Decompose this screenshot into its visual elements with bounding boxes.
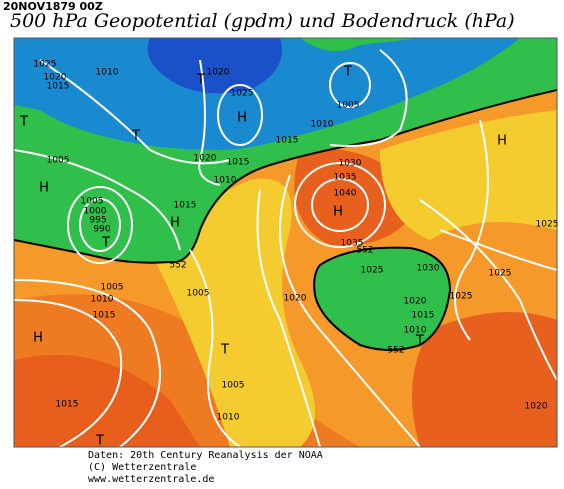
isobar-label: 1020 — [284, 294, 307, 304]
isobar-label: 1010 — [214, 176, 237, 186]
isobar-label: 552 — [387, 346, 404, 356]
isobar-label: 1010 — [311, 120, 334, 130]
isobar-label: 1015 — [56, 400, 79, 410]
pressure-center: T — [131, 129, 140, 144]
pressure-center: H — [333, 205, 343, 220]
isobar-label: 1015 — [276, 136, 299, 146]
isobar-label: 1015 — [47, 82, 70, 92]
pressure-center: H — [33, 331, 43, 346]
isobar-label: 1020 — [404, 297, 427, 307]
isobar-label: 1015 — [174, 201, 197, 211]
pressure-center: H — [237, 111, 247, 126]
isobar-label: 1015 — [227, 158, 250, 168]
isobar-label: 1020 — [44, 73, 67, 83]
isobar-label: 1040 — [334, 189, 357, 199]
isobar-label: 1005 — [101, 283, 124, 293]
isobar-label: 1025 — [34, 60, 57, 70]
isobar-label: 1020 — [525, 402, 548, 412]
isobar-label: 1025 — [361, 266, 384, 276]
footer: Daten: 20th Century Reanalysis der NOAA … — [88, 450, 323, 486]
isobar-label: 1025 — [450, 292, 473, 302]
isobar-label: 552 — [169, 261, 186, 271]
pressure-center: H — [170, 216, 180, 231]
isobar-label: 1020 — [194, 154, 217, 164]
pressure-center: H — [497, 134, 507, 149]
isobar-label: 1035 — [334, 173, 357, 183]
pressure-center: T — [95, 434, 104, 449]
map-title: 500 hPa Geopotential (gpdm) und Bodendru… — [10, 10, 515, 32]
isobar-label: 1005 — [337, 101, 360, 111]
isobar-label: 990 — [93, 225, 110, 235]
isobar-label: 552 — [356, 246, 373, 256]
isobar-label: 1005 — [47, 156, 70, 166]
isobar-label: 1010 — [404, 326, 427, 336]
isobar-label: 1020 — [207, 68, 230, 78]
isobar-label: 995 — [89, 216, 106, 226]
pressure-center: T — [101, 236, 110, 251]
isobar-label: 1005 — [187, 289, 210, 299]
isobar-label: 1025 — [536, 220, 559, 230]
pressure-center: T — [343, 65, 352, 80]
footer-line: www.wetterzentrale.de — [88, 474, 215, 485]
isobar-label: 1030 — [339, 159, 362, 169]
pressure-center: T — [415, 334, 424, 349]
isobar-label: 1005 — [222, 381, 245, 391]
pressure-center: H — [39, 181, 49, 196]
isobar-label: 1010 — [96, 68, 119, 78]
pressure-center: T — [196, 73, 205, 88]
isobar-label: 1025 — [231, 89, 254, 99]
isobar-label: 1005 — [81, 197, 104, 207]
timestamp: 20NOV1879 00Z — [3, 0, 103, 13]
isobar-label: 1025 — [489, 269, 512, 279]
pressure-center: T — [19, 115, 28, 130]
footer-line: (C) Wetterzentrale — [88, 462, 197, 473]
isobar-label: 1000 — [84, 207, 107, 217]
isobars — [14, 49, 557, 447]
isobar-label: 1015 — [93, 311, 116, 321]
isobar-label: 1035 — [341, 239, 364, 249]
isobar-label: 1010 — [91, 295, 114, 305]
footer-line: Daten: 20th Century Reanalysis der NOAA — [88, 450, 323, 461]
map-field — [14, 38, 557, 447]
pressure-center: T — [220, 343, 229, 358]
isobar-label: 1010 — [217, 413, 240, 423]
isobar-label: 1015 — [412, 311, 435, 321]
isobar-label: 1030 — [417, 264, 440, 274]
